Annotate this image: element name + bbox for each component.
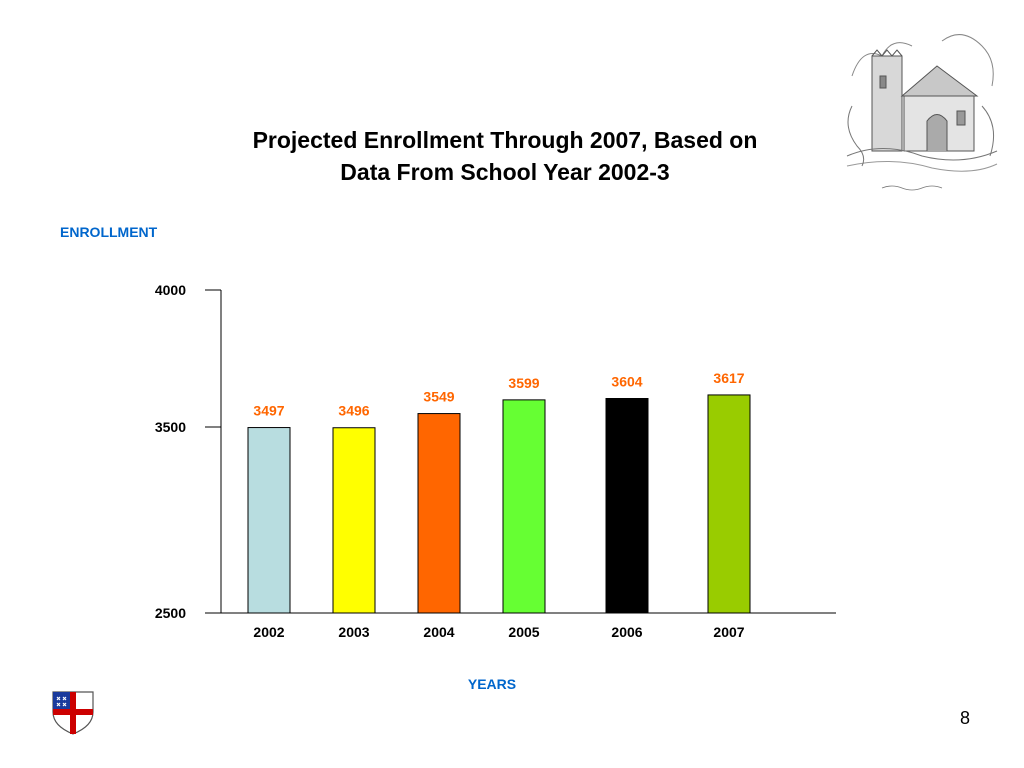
episcopal-shield-icon [52, 691, 94, 735]
title-line-1: Projected Enrollment Through 2007, Based… [252, 127, 758, 153]
x-tick-label: 2006 [611, 624, 642, 640]
value-label: 3549 [423, 389, 454, 405]
value-label: 3497 [253, 403, 284, 419]
value-label: 3604 [611, 374, 642, 390]
chart-labels: 2500 3500 4000 3497 2002 3496 2003 3549 2004 3599… [155, 282, 745, 640]
bar-2004 [417, 413, 461, 614]
bar-2002 [247, 427, 291, 614]
y-tick-label: 4000 [155, 282, 186, 298]
value-label: 3496 [338, 403, 369, 419]
bar-2006 [605, 398, 649, 614]
bar-2005 [502, 399, 546, 614]
slide-title: Projected Enrollment Through 2007, Based… [200, 124, 810, 188]
church-sketch-image [846, 34, 998, 191]
x-axis-label: YEARS [467, 676, 517, 692]
y-tick-label: 3500 [155, 419, 186, 435]
title-line-2: Data From School Year 2002-3 [340, 159, 670, 185]
x-tick-label: 2005 [508, 624, 539, 640]
bar-2007 [707, 394, 751, 614]
x-tick-label: 2004 [423, 624, 454, 640]
x-tick-label: 2007 [713, 624, 744, 640]
x-tick-label: 2003 [338, 624, 369, 640]
y-tick-label: 2500 [155, 605, 186, 621]
x-tick-label: 2002 [253, 624, 284, 640]
y-axis-label: ENROLLMENT [60, 224, 158, 240]
value-label: 3617 [713, 370, 744, 386]
page-number: 8 [959, 708, 970, 728]
chart-bars [247, 394, 751, 614]
value-label: 3599 [508, 375, 539, 391]
bar-2003 [332, 427, 376, 614]
